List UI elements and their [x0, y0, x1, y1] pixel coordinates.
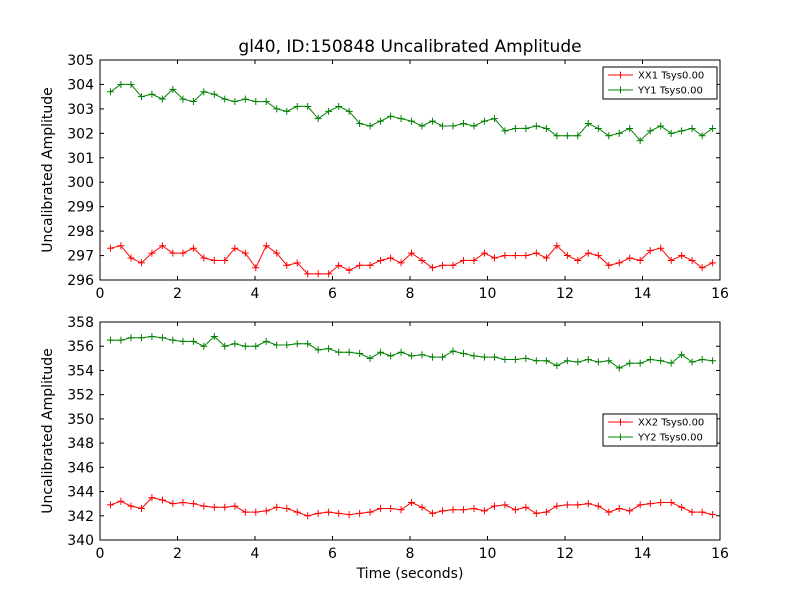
- y-tick-label: 299: [67, 200, 94, 216]
- y-tick-label: 340: [67, 533, 94, 549]
- x-tick-label: 4: [251, 546, 260, 562]
- x-tick-label: 6: [328, 546, 337, 562]
- legend-label: XX2 Tsys0.00: [638, 418, 704, 429]
- legend: XX2 Tsys0.00 YY2 Tsys0.00: [603, 414, 717, 446]
- y-tick-label: 346: [67, 460, 94, 476]
- x-tick-label: 12: [556, 286, 574, 302]
- chart-figure: gl40, ID:150848 Uncalibrated Amplitude T…: [0, 0, 800, 600]
- x-tick-label: 0: [96, 546, 105, 562]
- x-tick-label: 4: [251, 286, 260, 302]
- plot-2: 0 2 4 6 8 10 12 14 16 340 342 344 346 348 350 352 354 356…: [40, 315, 729, 562]
- x-tick-label: 2: [173, 546, 182, 562]
- y-tick-label: 296: [67, 273, 94, 289]
- y-tick-label: 303: [67, 102, 94, 118]
- y-tick-label: 356: [67, 339, 94, 355]
- y-tick-label: 305: [67, 53, 94, 69]
- x-tick-label: 16: [711, 286, 729, 302]
- x-tick-label: 10: [479, 286, 497, 302]
- y-tick-label: 354: [67, 363, 94, 379]
- y-tick-label: 298: [67, 224, 94, 240]
- x-tick-label: 14: [634, 286, 652, 302]
- x-tick-label: 0: [96, 286, 105, 302]
- y-tick-label: 358: [67, 315, 94, 331]
- x-tick-label: 12: [556, 546, 574, 562]
- y-axis-label: Uncalibrated Amplitude: [40, 87, 56, 253]
- y-tick-label: 344: [67, 485, 94, 501]
- x-axis-label: Time (seconds): [356, 566, 464, 582]
- y-tick-label: 297: [67, 249, 94, 265]
- chart-title: gl40, ID:150848 Uncalibrated Amplitude: [238, 37, 581, 57]
- plot-1: 0 2 4 6 8 10 12 14 16 296 297 298 299 300 301 302 303 304…: [40, 53, 729, 302]
- y-tick-label: 348: [67, 436, 94, 452]
- legend-label: YY1 Tsys0.00: [637, 86, 703, 97]
- x-tick-label: 16: [711, 546, 729, 562]
- x-tick-label: 8: [406, 286, 415, 302]
- y-tick-label: 304: [67, 77, 94, 93]
- y-tick-label: 302: [67, 126, 94, 142]
- x-tick-label: 2: [173, 286, 182, 302]
- y-tick-label: 300: [67, 175, 94, 191]
- legend: XX1 Tsys0.00 YY1 Tsys0.00: [603, 67, 717, 99]
- legend-label: YY2 Tsys0.00: [637, 433, 703, 444]
- x-tick-label: 10: [479, 546, 497, 562]
- legend-label: XX1 Tsys0.00: [638, 71, 704, 82]
- y-tick-label: 350: [67, 412, 94, 428]
- x-tick-label: 8: [406, 546, 415, 562]
- y-tick-label: 352: [67, 388, 94, 404]
- x-tick-label: 14: [634, 546, 652, 562]
- y-tick-label: 301: [67, 151, 94, 167]
- x-tick-label: 6: [328, 286, 337, 302]
- y-axis-label: Uncalibrated Amplitude: [40, 348, 56, 514]
- y-tick-label: 342: [67, 509, 94, 525]
